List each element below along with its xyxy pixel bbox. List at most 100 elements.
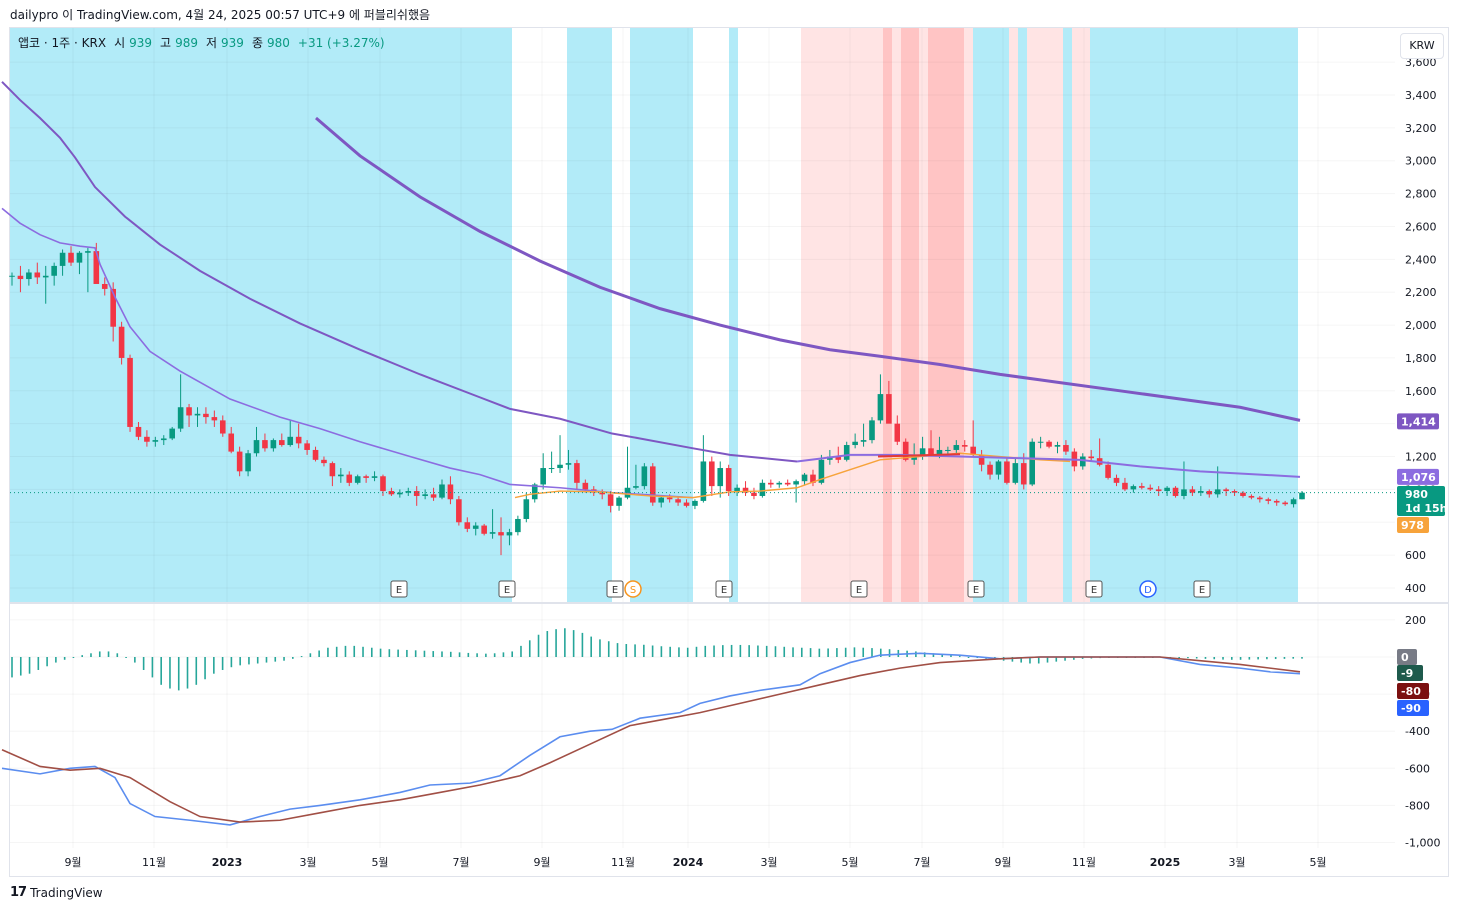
candle-body <box>481 525 487 534</box>
macd-histogram-bar <box>151 657 154 678</box>
event-marker-e[interactable]: E <box>967 580 985 598</box>
candle-body <box>1198 491 1204 493</box>
candle-body <box>709 461 715 487</box>
candle-body <box>1189 489 1196 493</box>
footer-brand[interactable]: TradingView <box>30 885 103 900</box>
candle <box>371 471 378 482</box>
price-tick-label: 600 <box>1405 549 1426 562</box>
candle-body <box>624 487 631 498</box>
split-label: S <box>630 585 636 596</box>
candle <box>346 471 353 487</box>
macd-histogram-bar <box>1064 657 1066 661</box>
macd-histogram-bar <box>774 646 777 657</box>
tag-macd-hist: -9 <box>1397 665 1423 681</box>
macd-histogram-bar <box>871 648 873 657</box>
macd-histogram-bar <box>941 654 944 657</box>
macd-histogram-bar <box>1073 657 1075 660</box>
currency-button[interactable]: KRW <box>1400 33 1444 59</box>
event-marker-s[interactable]: S <box>624 580 642 598</box>
tag-last-price-bg <box>1397 486 1445 516</box>
moving-averages <box>1 81 1395 499</box>
macd-histogram-bar <box>90 653 92 657</box>
candle <box>1113 474 1120 487</box>
candle <box>574 459 580 490</box>
candle-body <box>523 499 530 519</box>
event-marker-e[interactable]: E <box>1193 580 1211 598</box>
macd-histogram-bar <box>923 652 926 657</box>
tag-ma-short: 978 <box>1397 517 1429 533</box>
macd-histogram-bar <box>1213 657 1216 660</box>
tag-ma-long-text: 1,414 <box>1401 415 1436 428</box>
event-marker-e[interactable]: E <box>498 580 516 598</box>
candle <box>422 489 428 500</box>
candle-body <box>978 454 985 465</box>
price-tick-label: 400 <box>1405 582 1426 595</box>
candle-body <box>1054 445 1061 447</box>
macd-histogram-bar <box>169 657 171 689</box>
ma-highlight-segment <box>877 453 961 458</box>
macd-histogram-bar <box>335 646 338 657</box>
event-marker-e[interactable]: E <box>1085 580 1103 598</box>
macd-histogram-bar <box>950 655 952 657</box>
candle-body <box>725 468 732 492</box>
event-marker-e[interactable]: E <box>850 580 868 598</box>
candle <box>961 440 968 452</box>
macd-histogram-bar <box>1239 657 1242 660</box>
macd-histogram-bar <box>116 653 119 657</box>
zone-red <box>901 28 919 602</box>
event-marker-e[interactable]: E <box>715 580 733 598</box>
candle-body <box>1273 500 1280 503</box>
candle-body <box>1105 464 1111 478</box>
candle <box>523 492 530 523</box>
candle <box>810 469 816 487</box>
zone-cyan <box>567 28 612 602</box>
candle-body <box>194 413 201 416</box>
candle-body <box>456 499 462 523</box>
tag-macd-line: -90 <box>1397 700 1429 716</box>
low-value: 939 <box>221 36 244 50</box>
earnings-label: E <box>1091 585 1097 596</box>
candle <box>430 487 437 501</box>
candle-body <box>633 486 639 488</box>
candle-body <box>1290 499 1297 505</box>
candle-body <box>515 518 521 533</box>
macd-histogram-bar <box>634 644 636 657</box>
event-marker-e[interactable]: E <box>606 580 624 598</box>
tag-ma-long-bg <box>1397 413 1439 430</box>
macd-tick-label: -1,000 <box>1405 837 1440 850</box>
event-marker-e[interactable]: E <box>390 580 408 598</box>
macd-histogram-bar <box>739 644 742 657</box>
macd-histogram-bar <box>204 657 206 680</box>
candle <box>970 420 976 457</box>
tradingview-logo-icon[interactable]: 𝟭𝟳 <box>10 885 27 900</box>
symbol-name[interactable]: 앱코 · 1주 · KRX <box>18 36 107 50</box>
event-marker-d[interactable]: D <box>1139 580 1157 598</box>
macd-histogram-bar <box>1195 657 1198 659</box>
candle <box>835 446 842 464</box>
dividend-label: D <box>1144 585 1152 596</box>
candle <box>76 251 83 275</box>
candle <box>1105 461 1111 480</box>
macd-histogram-bar <box>1257 657 1259 660</box>
candle <box>177 374 184 432</box>
candle <box>776 481 783 488</box>
candle-body <box>160 438 167 441</box>
candle-body <box>1299 492 1305 500</box>
candle <box>886 380 892 424</box>
macd-histogram-bar <box>783 646 786 657</box>
macd-histogram-bar <box>958 656 961 658</box>
high-label: 고 <box>160 36 172 50</box>
time-tick-label: 11월 <box>1072 856 1096 869</box>
zone-pink <box>892 28 901 602</box>
candle <box>742 481 749 496</box>
tag-macd-signal-text: -80 <box>1401 685 1421 698</box>
candle <box>245 449 251 477</box>
candles <box>9 242 1305 556</box>
candle-body <box>489 532 496 534</box>
time-tick-label: 9월 <box>64 856 81 869</box>
price-tick-label: 3,000 <box>1405 155 1437 168</box>
candle-body <box>953 445 960 450</box>
candle <box>489 509 496 539</box>
candle <box>793 479 799 503</box>
